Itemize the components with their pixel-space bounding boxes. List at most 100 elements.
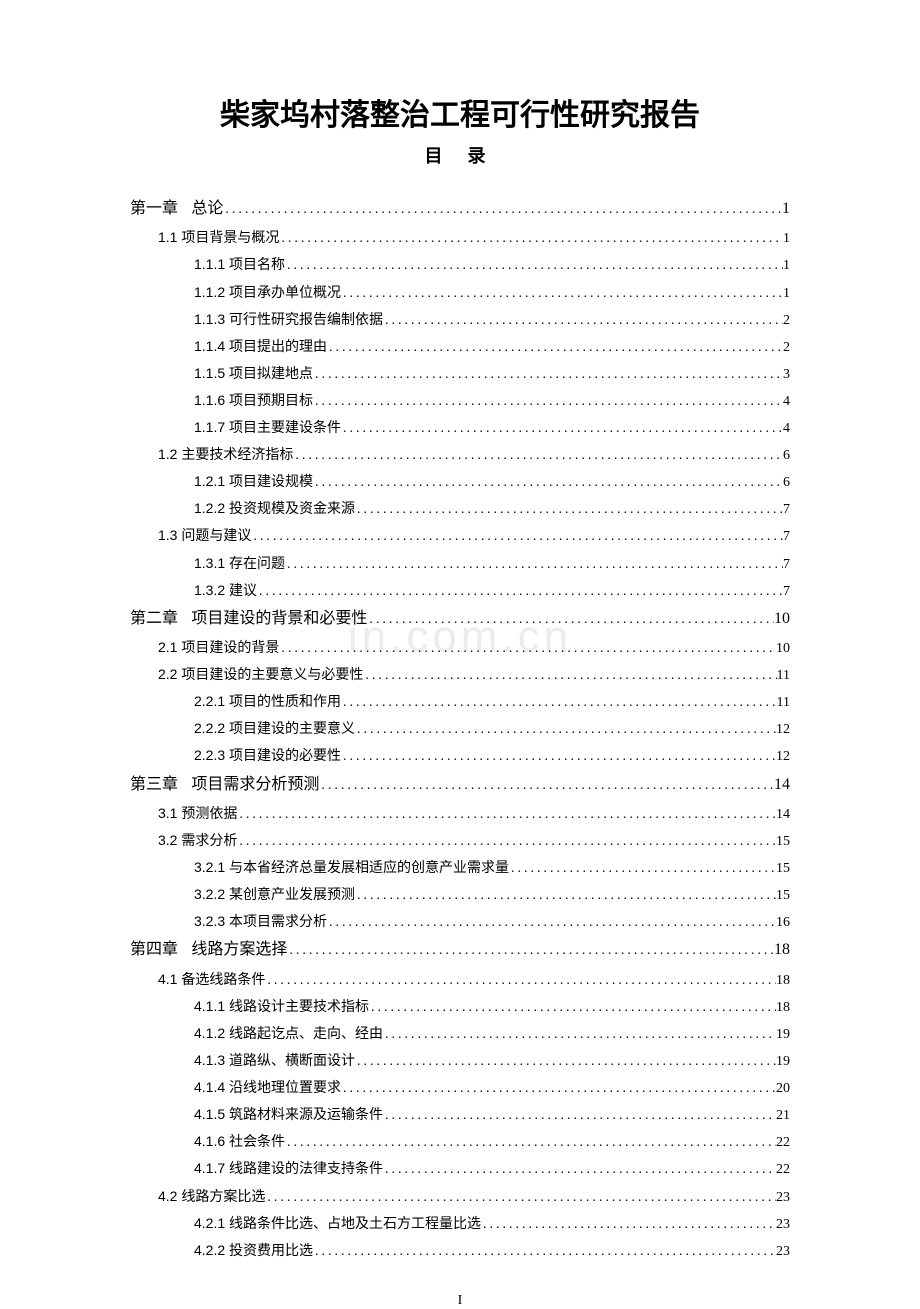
toc-entry-page: 23 [776, 1186, 790, 1209]
toc-leader-dots: ........................................… [285, 254, 783, 277]
toc-entry-page: 14 [776, 803, 790, 826]
toc-entry-label: 1.1.4 项目提出的理由 [194, 335, 327, 358]
toc-entry: 3.2.3 本项目需求分析...........................… [130, 910, 790, 934]
toc-entry-label: 4.1.5 筑路材料来源及运输条件 [194, 1103, 383, 1126]
toc-leader-dots: ........................................… [383, 1104, 776, 1127]
toc-entry: 1.1.4 项目提出的理由...........................… [130, 335, 790, 359]
toc-leader-dots: ........................................… [383, 1158, 776, 1181]
toc-leader-dots: ........................................… [509, 857, 776, 880]
toc-entry-page: 7 [783, 580, 790, 603]
toc-leader-dots: ........................................… [341, 282, 783, 305]
toc-leader-dots: ........................................… [287, 939, 774, 962]
toc-leader-dots: ........................................… [251, 525, 783, 548]
document-title: 柴家坞村落整治工程可行性研究报告 [130, 90, 790, 134]
toc-entry-page: 10 [776, 637, 790, 660]
toc-entry: 第一章 总论..................................… [130, 196, 790, 222]
toc-entry-page: 1 [782, 196, 790, 222]
toc-leader-dots: ........................................… [369, 996, 776, 1019]
toc-entry: 1.3.2 建议................................… [130, 579, 790, 603]
toc-entry-page: 4 [783, 417, 790, 440]
toc-entry-page: 15 [776, 857, 790, 880]
toc-entry-label: 2.2.1 项目的性质和作用 [194, 690, 341, 713]
toc-leader-dots: ........................................… [285, 553, 783, 576]
toc-entry: 4.1.6 社会条件..............................… [130, 1130, 790, 1154]
toc-entry-label: 3.2.3 本项目需求分析 [194, 910, 327, 933]
table-of-contents: 第一章 总论..................................… [130, 196, 790, 1263]
toc-entry-page: 16 [776, 911, 790, 934]
toc-entry: 4.1.7 线路建设的法律支持条件.......................… [130, 1157, 790, 1181]
toc-entry-page: 20 [776, 1077, 790, 1100]
toc-leader-dots: ........................................… [293, 444, 783, 467]
toc-leader-dots: ........................................… [355, 1050, 776, 1073]
toc-entry: 4.1.2 线路起讫点、走向、经由.......................… [130, 1022, 790, 1046]
toc-entry-page: 21 [776, 1104, 790, 1127]
toc-leader-dots: ........................................… [257, 580, 783, 603]
toc-leader-dots: ........................................… [313, 471, 783, 494]
toc-entry-label: 1.1 项目背景与概况 [158, 226, 279, 249]
toc-entry-label: 2.2 项目建设的主要意义与必要性 [158, 663, 363, 686]
toc-entry-label: 1.2.2 投资规模及资金来源 [194, 497, 355, 520]
toc-entry-page: 18 [776, 996, 790, 1019]
toc-leader-dots: ........................................… [481, 1213, 776, 1236]
toc-entry: 4.1.5 筑路材料来源及运输条件.......................… [130, 1103, 790, 1127]
toc-entry-page: 1 [783, 254, 790, 277]
toc-entry-page: 7 [783, 525, 790, 548]
toc-entry-label: 4.1.7 线路建设的法律支持条件 [194, 1157, 383, 1180]
toc-entry-page: 12 [776, 718, 790, 741]
toc-entry: 1.1.3 可行性研究报告编制依据.......................… [130, 308, 790, 332]
toc-entry-label: 第三章 项目需求分析预测 [130, 772, 319, 798]
toc-leader-dots: ........................................… [265, 1186, 776, 1209]
toc-entry-label: 4.2 线路方案比选 [158, 1185, 265, 1208]
toc-leader-dots: ........................................… [223, 198, 782, 221]
toc-entry-page: 14 [774, 772, 790, 798]
toc-entry-page: 22 [776, 1131, 790, 1154]
toc-entry: 3.2.2 某创意产业发展预测.........................… [130, 883, 790, 907]
toc-leader-dots: ........................................… [363, 664, 776, 687]
toc-entry: 4.1.1 线路设计主要技术指标........................… [130, 995, 790, 1019]
toc-entry-label: 1.1.6 项目预期目标 [194, 389, 313, 412]
toc-entry: 2.2 项目建设的主要意义与必要性.......................… [130, 663, 790, 687]
toc-entry: 4.2 线路方案比选..............................… [130, 1185, 790, 1209]
toc-entry: 3.2.1 与本省经济总量发展相适应的创意产业需求量..............… [130, 856, 790, 880]
toc-entry-label: 2.2.2 项目建设的主要意义 [194, 717, 355, 740]
toc-entry-label: 3.2.1 与本省经济总量发展相适应的创意产业需求量 [194, 856, 509, 879]
toc-leader-dots: ........................................… [237, 803, 776, 826]
toc-entry-label: 3.2.2 某创意产业发展预测 [194, 883, 355, 906]
toc-entry: 1.1.2 项目承办单位概况..........................… [130, 281, 790, 305]
toc-leader-dots: ........................................… [355, 884, 776, 907]
toc-leader-dots: ........................................… [341, 691, 776, 714]
toc-entry-page: 12 [776, 745, 790, 768]
toc-entry-page: 11 [777, 691, 790, 714]
toc-entry-label: 4.1.1 线路设计主要技术指标 [194, 995, 369, 1018]
toc-entry: 2.1 项目建设的背景.............................… [130, 636, 790, 660]
toc-leader-dots: ........................................… [327, 911, 776, 934]
toc-entry: 1.1 项目背景与概况.............................… [130, 226, 790, 250]
toc-entry: 3.2 需求分析................................… [130, 829, 790, 853]
toc-entry-page: 23 [776, 1213, 790, 1236]
toc-entry: 1.3 问题与建议...............................… [130, 524, 790, 548]
toc-leader-dots: ........................................… [327, 336, 783, 359]
toc-entry-label: 2.2.3 项目建设的必要性 [194, 744, 341, 767]
toc-entry-page: 1 [783, 282, 790, 305]
toc-entry-page: 23 [776, 1240, 790, 1263]
toc-entry-label: 4.2.1 线路条件比选、占地及土石方工程量比选 [194, 1212, 481, 1235]
toc-entry: 2.2.1 项目的性质和作用..........................… [130, 690, 790, 714]
toc-leader-dots: ........................................… [341, 1077, 776, 1100]
toc-entry-page: 10 [774, 606, 790, 632]
toc-entry-label: 1.3 问题与建议 [158, 524, 251, 547]
toc-entry: 1.3.1 存在问题..............................… [130, 552, 790, 576]
toc-entry-label: 1.1.1 项目名称 [194, 253, 285, 276]
toc-entry-page: 18 [776, 969, 790, 992]
toc-leader-dots: ........................................… [279, 227, 783, 250]
toc-entry-page: 19 [776, 1023, 790, 1046]
toc-leader-dots: ........................................… [355, 498, 783, 521]
toc-leader-dots: ........................................… [313, 1240, 776, 1263]
toc-entry-page: 2 [783, 309, 790, 332]
toc-leader-dots: ........................................… [319, 774, 774, 797]
toc-entry: 1.2.1 项目建设规模............................… [130, 470, 790, 494]
toc-entry-label: 1.1.3 可行性研究报告编制依据 [194, 308, 383, 331]
toc-entry: 第二章 项目建设的背景和必要性.........................… [130, 606, 790, 632]
toc-leader-dots: ........................................… [341, 417, 783, 440]
toc-leader-dots: ........................................… [237, 830, 776, 853]
toc-entry-label: 3.1 预测依据 [158, 802, 237, 825]
